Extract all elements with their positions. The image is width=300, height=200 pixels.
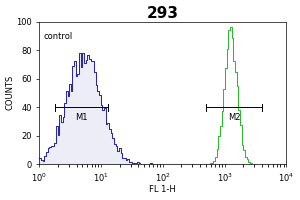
Title: 293: 293: [147, 6, 179, 21]
Text: control: control: [43, 32, 72, 41]
Text: M2: M2: [228, 113, 240, 122]
Y-axis label: COUNTS: COUNTS: [6, 75, 15, 110]
X-axis label: FL 1-H: FL 1-H: [149, 185, 176, 194]
Text: M1: M1: [75, 113, 88, 122]
